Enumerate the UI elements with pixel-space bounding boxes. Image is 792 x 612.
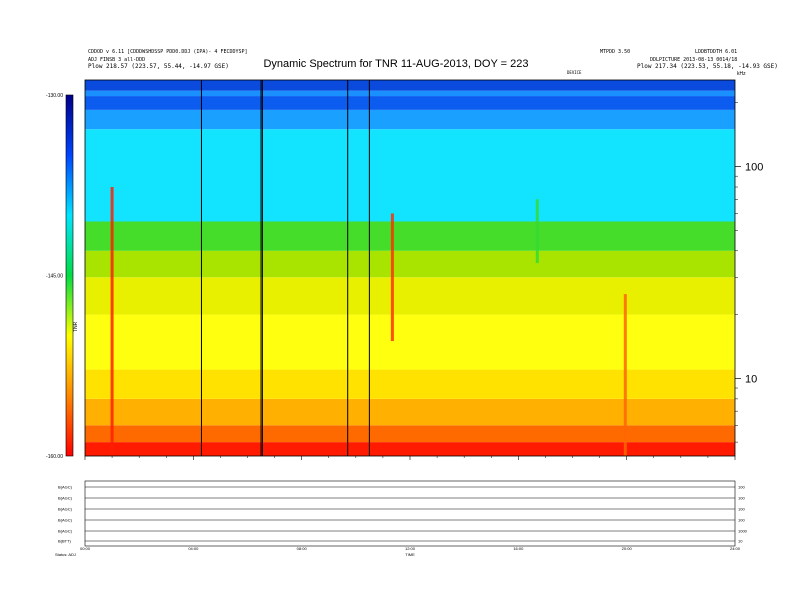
colorbar-tick-label-2: -160.00 <box>46 454 63 460</box>
lower-row-label-1: B(AGC) <box>58 496 73 501</box>
status-footer: Status: ADJ <box>55 552 76 557</box>
header-date-line: DDLPICTURE 2013-08-13 0014/18 <box>650 57 738 63</box>
lower-time-tick-3: 12:00 <box>405 546 416 551</box>
lower-row-value-3: 100 <box>738 518 745 523</box>
spectral-band-5 <box>85 277 735 315</box>
header-info-line-2: ADJ FINSB 3 all-DDD <box>88 57 146 63</box>
spectral-band-10 <box>85 96 735 110</box>
lower-row-label-3: B(AGC) <box>58 518 73 523</box>
spectral-band-2 <box>85 398 735 426</box>
lower-row-label-5: B(BTT) <box>58 539 72 544</box>
y-tick-label-1: 10 <box>745 373 757 385</box>
radio-burst-3 <box>535 199 539 264</box>
lower-time-label: TIME <box>405 552 415 557</box>
colorbar-label: TNR <box>73 321 79 332</box>
lower-time-tick-4: 16:00 <box>513 546 524 551</box>
lower-time-tick-2: 08:00 <box>297 546 308 551</box>
header-info-line-3: Plow 218.57 (223.57, 55.44, -14.97 GSE) <box>88 63 229 70</box>
colorbar <box>65 94 74 457</box>
lower-row-label-4: B(AGC) <box>58 529 73 534</box>
header-device-label: DEVICE <box>567 70 582 75</box>
header-build: LDDBTDDTH 6.01 <box>695 49 738 55</box>
lower-row-label-0: B(AGC) <box>58 485 73 490</box>
spectrum-heatmap-layer <box>85 80 735 456</box>
housekeeping-panel: B(AGC) 100 B(AGC) 100 B(AGC) 100 B(AGC) 100 B(AG… <box>55 480 748 557</box>
colorbar-ticks: -130.00 -145.00 -160.00 <box>46 93 63 460</box>
header-info-line-1: CDDOD v 6.11 [CDDDWSHDSSP PDD0.DDJ (IPA)… <box>88 49 248 55</box>
lower-panel-frame <box>84 480 736 547</box>
spectral-band-3 <box>85 369 735 399</box>
radio-burst-1 <box>390 213 394 342</box>
lower-time-tick-1: 04:00 <box>188 546 199 551</box>
colorbar-tick-label-0: -130.00 <box>46 93 63 99</box>
lower-time-tick-5: 20:00 <box>622 546 633 551</box>
data-gap-layer <box>200 80 370 456</box>
header-version: MTPDD 3.50 <box>600 49 631 55</box>
radio-burst-0 <box>110 187 114 456</box>
y-axis-ticks: 100 10 <box>735 102 763 443</box>
y-tick-label-0: 100 <box>745 161 763 173</box>
spectral-band-7 <box>85 221 735 251</box>
dynamic-spectrum-chart: -130.00 -145.00 -160.00 00:0004:0008:0012:… <box>46 71 763 460</box>
spectral-band-11 <box>85 90 735 97</box>
header-position-line: Plow 217.34 (223.53, 55.18, -14.93 GSE) <box>637 63 778 70</box>
lower-row-value-5: 10 <box>738 539 743 544</box>
lower-row-value-0: 100 <box>738 485 745 490</box>
colorbar-tick-label-1: -145.00 <box>46 274 63 280</box>
lower-panel-rows: B(AGC) 100 B(AGC) 100 B(AGC) 100 B(AGC) 100 B(AG… <box>58 485 748 544</box>
spectral-band-1 <box>85 425 735 443</box>
chart-title: Dynamic Spectrum for TNR 11-AUG-2013, DO… <box>263 58 529 70</box>
y-axis-unit-label: kHz <box>737 71 746 77</box>
lower-row-value-1: 100 <box>738 496 745 501</box>
spectral-band-4 <box>85 314 735 370</box>
spectral-band-6 <box>85 250 735 278</box>
lower-time-tick-6: 24:00 <box>730 546 741 551</box>
lower-time-tick-0: 00:00 <box>80 546 91 551</box>
spectral-band-8 <box>85 129 735 222</box>
lower-time-ticks: 00:00 04:00 08:00 12:00 16:00 20:00 24:00 <box>80 546 741 551</box>
radio-burst-2 <box>623 294 627 456</box>
spectral-band-0 <box>85 442 735 456</box>
lower-row-value-2: 100 <box>738 507 745 512</box>
burst-layer <box>110 187 627 456</box>
spectral-band-12 <box>85 80 735 91</box>
lower-row-label-2: B(AGC) <box>58 507 73 512</box>
spectral-band-9 <box>85 109 735 130</box>
lower-row-value-4: 1000 <box>738 529 748 534</box>
